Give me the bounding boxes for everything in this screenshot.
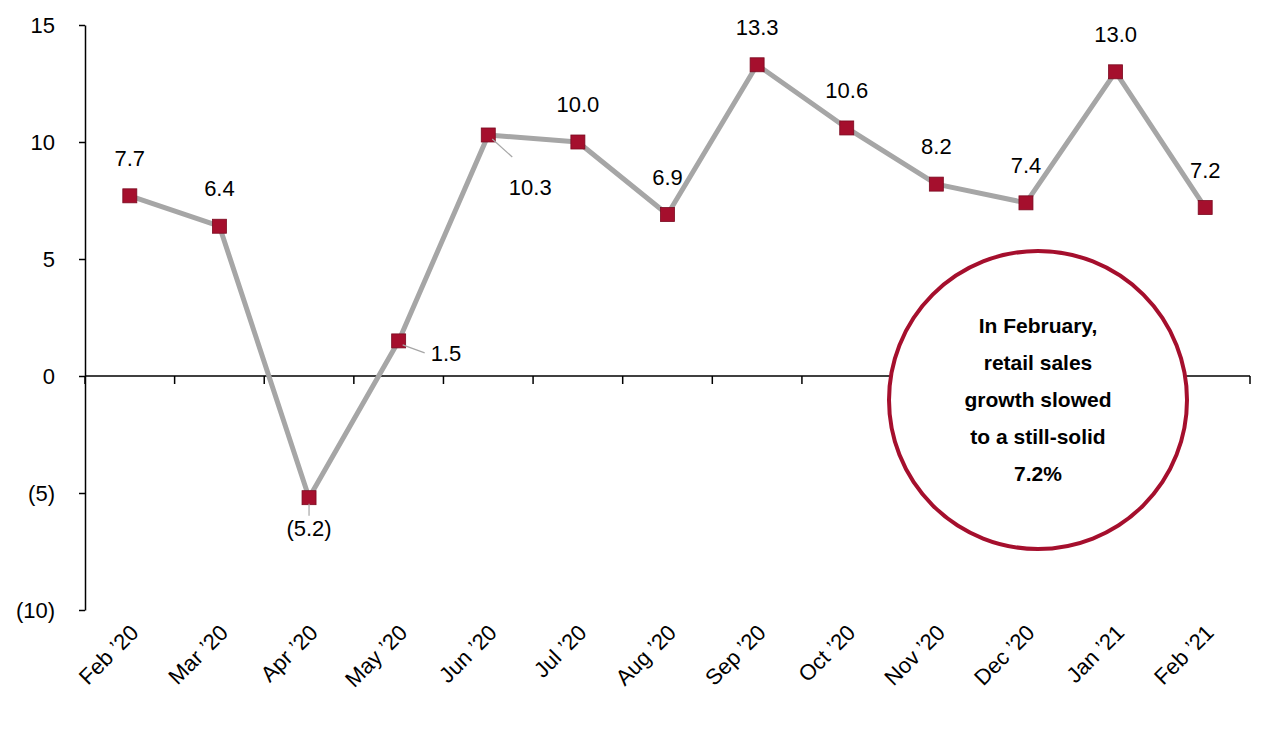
x-tick-label: Dec ’20 [969, 620, 1039, 690]
y-tick-mark [79, 493, 85, 495]
data-label: 10.0 [556, 92, 599, 117]
y-tick-label: 0 [43, 364, 55, 389]
y-tick-mark [79, 376, 85, 378]
y-tick: 15 [31, 13, 85, 38]
y-tick-label: (5) [28, 481, 55, 506]
x-tick-mark [263, 376, 265, 384]
x-tick-label: Jul ’20 [529, 620, 592, 683]
x-tick-label: Feb ’21 [1149, 620, 1219, 690]
x-tick-label: Aug ’20 [611, 620, 681, 690]
x-tick-mark [622, 376, 624, 384]
leader-line [403, 345, 425, 353]
y-tick: (5) [28, 481, 85, 506]
y-axis-line [85, 26, 87, 611]
leader-line [492, 139, 512, 157]
y-tick-mark [79, 25, 85, 27]
y-tick-mark [79, 610, 85, 612]
x-tick-label: Apr ’20 [256, 620, 323, 687]
y-tick-label: 10 [31, 130, 55, 155]
data-label: 6.4 [204, 176, 235, 201]
annotation-text: retail sales [984, 351, 1093, 374]
marker [661, 208, 675, 222]
marker [840, 121, 854, 135]
data-label: 6.9 [652, 165, 683, 190]
y-tick: (10) [16, 598, 85, 623]
annotation-text: In February, [979, 314, 1098, 337]
chart: (10) (5) 0 5 10 15 Feb ’20 Mar ’20 Apr ’20 May ’2… [0, 0, 1262, 740]
data-label: 13.3 [736, 15, 779, 40]
y-tick-label: 15 [31, 13, 55, 38]
y-tick: 10 [31, 130, 85, 155]
x-tick-label: May ’20 [340, 620, 412, 692]
y-tick-label: 5 [43, 247, 55, 272]
marker [1109, 65, 1123, 79]
marker [123, 189, 137, 203]
x-tick-label: Jun ’20 [434, 620, 502, 688]
data-label: 7.4 [1011, 153, 1042, 178]
x-tick-label: Nov ’20 [879, 620, 949, 690]
y-axis: (10) (5) 0 5 10 15 [16, 13, 86, 623]
annotation-circle [889, 251, 1187, 549]
marker [750, 58, 764, 72]
x-tick-label: Jan ’21 [1061, 620, 1129, 688]
data-label: 10.6 [825, 78, 868, 103]
data-label: 7.7 [115, 146, 146, 171]
marker [571, 135, 585, 149]
y-tick: 0 [43, 364, 85, 389]
x-tick-mark [84, 376, 86, 384]
data-label: (5.2) [286, 516, 331, 541]
x-tick-mark [443, 376, 445, 384]
marker [302, 491, 316, 505]
data-label: 10.3 [509, 175, 552, 200]
x-tick-mark [801, 376, 803, 384]
annotation: In February, retail sales growth slowed to … [889, 251, 1187, 549]
annotation-text: to a still-solid [970, 425, 1105, 448]
x-tick-label: Sep ’20 [700, 620, 770, 690]
marker [1198, 201, 1212, 215]
marker [212, 219, 226, 233]
x-tick-label: Oct ’20 [793, 620, 860, 687]
data-label: 1.5 [431, 341, 462, 366]
x-tick-mark [174, 376, 176, 384]
x-tick-label: Feb ’20 [74, 620, 144, 690]
annotation-text: 7.2% [1014, 462, 1062, 485]
x-tick-mark [532, 376, 534, 384]
data-label: 13.0 [1094, 22, 1137, 47]
y-tick-mark [79, 142, 85, 144]
marker [1019, 196, 1033, 210]
x-tick-label: Mar ’20 [163, 620, 233, 690]
y-tick-mark [79, 259, 85, 261]
leader-line [308, 504, 309, 516]
x-tick-mark [1249, 376, 1251, 384]
x-tick-mark [712, 376, 714, 384]
y-tick-label: (10) [16, 598, 55, 623]
x-tick-mark [353, 376, 355, 384]
data-label: 7.2 [1190, 158, 1221, 183]
y-tick: 5 [43, 247, 85, 272]
marker [929, 177, 943, 191]
annotation-text: growth slowed [965, 388, 1112, 411]
data-label: 8.2 [921, 134, 952, 159]
